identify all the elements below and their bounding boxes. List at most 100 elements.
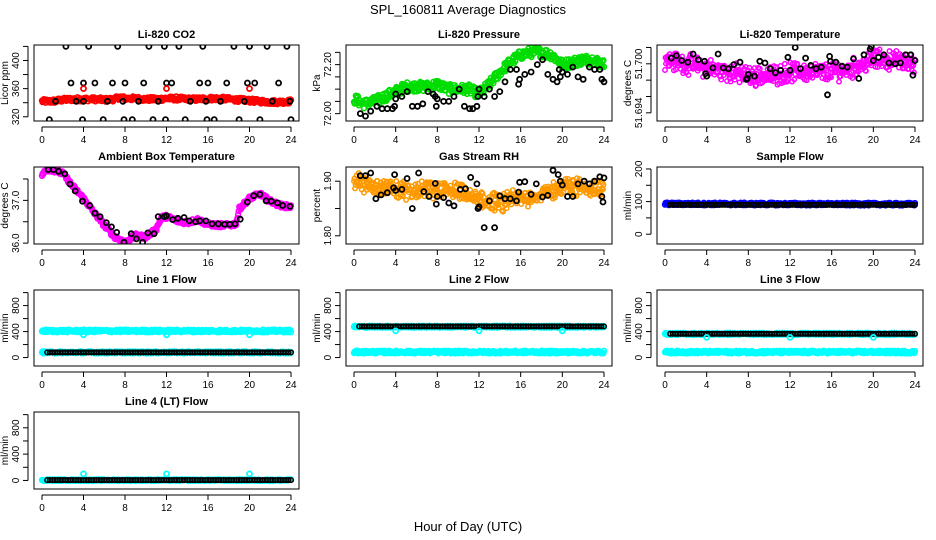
data-point: [52, 97, 59, 105]
data-point: [564, 193, 571, 200]
data-point: [496, 88, 504, 95]
data-point: [128, 116, 136, 121]
data-point: [243, 198, 251, 206]
data-point: [163, 79, 170, 87]
x-tick-label: 8: [746, 135, 752, 146]
data-point: [372, 195, 380, 203]
y-axis-label: Licor ppm: [0, 61, 11, 105]
y-tick-label: 100: [634, 193, 645, 210]
data-point: [500, 208, 506, 215]
data-point: [231, 220, 239, 228]
data-point: [591, 66, 598, 73]
data-point: [373, 102, 381, 110]
x-tick-label: 0: [39, 380, 45, 391]
data-point: [175, 45, 183, 50]
data-point: [246, 85, 253, 92]
data-point: [368, 179, 375, 186]
data-point: [362, 112, 369, 120]
data-point: [66, 180, 74, 188]
data-point: [113, 228, 121, 236]
data-point: [714, 50, 722, 58]
series-averages: [45, 45, 295, 121]
data-point: [72, 97, 80, 105]
data-point: [286, 202, 294, 210]
data-point: [495, 201, 502, 208]
plot-area: [351, 167, 608, 232]
data-point: [689, 50, 697, 58]
data-point: [869, 57, 877, 64]
data-point: [885, 59, 893, 67]
data-point: [163, 331, 170, 339]
panel-title: Sample Flow: [756, 151, 824, 163]
data-point: [418, 178, 425, 185]
data-point: [911, 57, 919, 64]
data-point: [287, 116, 295, 121]
panel-title: Li-820 Temperature: [740, 29, 841, 41]
data-point: [240, 97, 248, 105]
data-point: [268, 97, 276, 105]
data-point: [67, 79, 75, 87]
data-point: [496, 192, 504, 200]
y-axis-label: degrees C: [0, 182, 11, 228]
data-point: [600, 174, 608, 182]
data-point: [751, 72, 758, 80]
data-point: [855, 75, 863, 82]
data-point: [119, 97, 127, 105]
data-point: [573, 193, 580, 199]
series-averages: [44, 167, 294, 244]
series-calibration: [80, 331, 253, 339]
data-point: [180, 214, 188, 221]
data-point: [600, 57, 607, 64]
y-axis-label: kPa: [312, 74, 323, 92]
data-point: [832, 58, 840, 66]
y-tick-label: 360: [11, 80, 22, 97]
data-point: [802, 54, 809, 62]
x-tick-label: 24: [285, 135, 297, 146]
x-tick-label: 16: [202, 380, 214, 391]
data-point: [544, 191, 552, 199]
x-tick-label: 0: [351, 380, 357, 391]
data-point: [139, 238, 146, 244]
data-point: [80, 97, 87, 105]
panel-title: Li-820 Pressure: [438, 29, 520, 41]
plot-area: [350, 45, 608, 120]
x-tick-label: 12: [161, 135, 173, 146]
data-point: [491, 93, 499, 100]
data-point: [807, 62, 815, 69]
data-point: [392, 187, 400, 194]
data-point: [163, 85, 170, 92]
data-point: [564, 71, 571, 78]
x-tick-label: 4: [704, 135, 710, 146]
data-point: [181, 116, 189, 121]
data-point: [501, 78, 509, 86]
data-point: [362, 172, 369, 180]
data-point: [516, 178, 523, 186]
data-point: [391, 102, 399, 110]
data-point: [580, 177, 588, 185]
data-point: [420, 188, 428, 196]
data-point: [383, 189, 391, 197]
data-point: [243, 79, 251, 87]
data-point: [419, 183, 426, 190]
data-point: [246, 331, 253, 339]
y-tick-label: 1.80: [323, 226, 334, 246]
data-point: [473, 180, 481, 188]
data-point: [424, 88, 432, 95]
data-point: [55, 167, 62, 175]
plot-frame: [345, 166, 613, 245]
data-point: [79, 116, 86, 121]
data-point: [199, 45, 207, 50]
x-tick-label: 12: [784, 258, 796, 269]
data-point: [781, 60, 788, 67]
data-point: [911, 201, 919, 208]
data-point: [398, 185, 406, 193]
data-point: [114, 45, 122, 50]
data-point: [403, 79, 411, 86]
data-point: [455, 85, 463, 93]
x-tick-label: 0: [351, 258, 357, 269]
data-point: [600, 347, 608, 354]
data-point: [794, 60, 801, 67]
x-tick-label: 16: [515, 135, 527, 146]
